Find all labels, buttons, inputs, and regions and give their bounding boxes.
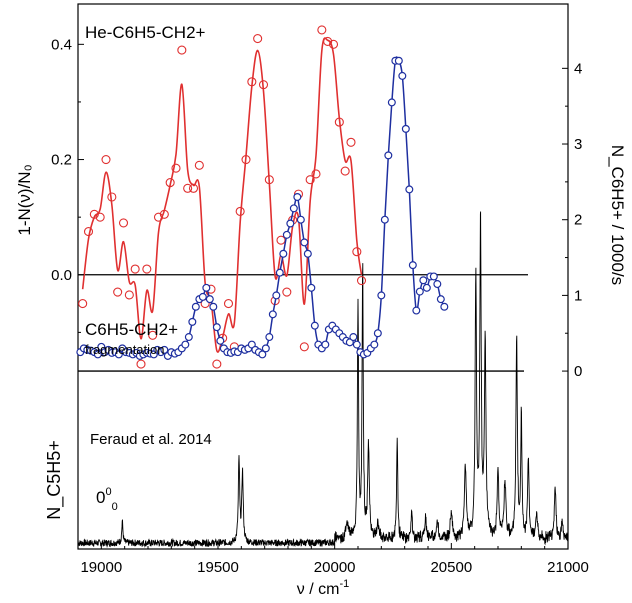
red-data-point <box>225 300 233 308</box>
blue-data-point <box>276 269 283 276</box>
fragment-label: C6H5-CH2+ <box>85 320 178 339</box>
blue-data-point <box>378 292 385 299</box>
right-tick-label: 1 <box>574 287 582 304</box>
x-axis-label: ν / cm-1 <box>297 578 349 598</box>
blue-data-point <box>308 284 315 291</box>
red-data-point <box>341 167 349 175</box>
blue-data-point <box>199 294 206 301</box>
blue-data-point <box>297 216 304 223</box>
blue-data-point <box>423 284 430 291</box>
blue-data-point <box>402 125 409 132</box>
blue-data-point <box>273 292 280 299</box>
red-data-point <box>102 156 110 164</box>
blue-data-point <box>353 341 360 348</box>
blue-data-point <box>206 296 213 303</box>
blue-data-point <box>266 334 273 341</box>
right-tick-label: 0 <box>574 363 582 380</box>
red-data-point <box>195 161 203 169</box>
blue-data-point <box>406 186 413 193</box>
blue-data-point <box>287 220 294 227</box>
blue-data-point <box>280 250 287 257</box>
red-data-point <box>254 35 262 43</box>
x-tick-label: 19000 <box>80 559 122 576</box>
red-data-point <box>300 343 308 351</box>
blue-data-point <box>294 194 301 201</box>
right-tick-label: 3 <box>574 136 582 153</box>
blue-data-point <box>420 277 427 284</box>
blue-data-point <box>430 273 437 280</box>
plot-frame <box>78 4 568 549</box>
right-tick-label: 2 <box>574 212 582 229</box>
red-data-point <box>318 26 326 34</box>
blue-data-point <box>409 262 416 269</box>
blue-data-point <box>381 216 388 223</box>
x-tick-label: 20000 <box>314 559 356 576</box>
blue-data-point <box>385 152 392 159</box>
blue-data-point <box>413 307 420 314</box>
blue-data-point <box>290 205 297 212</box>
blue-data-point <box>441 303 448 310</box>
red-data-point <box>143 265 151 273</box>
blue-data-point <box>437 296 444 303</box>
blue-data-point <box>210 303 217 310</box>
red-data-point <box>347 138 355 146</box>
right-tick-label: 4 <box>574 60 582 77</box>
x-tick-label: 19500 <box>197 559 239 576</box>
left-axis-label: 1-N(ν)/N₀ <box>15 164 34 235</box>
blue-data-point <box>213 324 220 331</box>
blue-data-point <box>416 288 423 295</box>
blue-data-point <box>374 330 381 337</box>
red-data-point <box>137 360 145 368</box>
blue-data-point <box>301 239 308 246</box>
red-data-point <box>213 360 221 368</box>
red-data-point <box>283 288 291 296</box>
blue-data-point <box>283 231 290 238</box>
reference-spectrum-line <box>78 212 568 547</box>
blue-data-point <box>185 334 192 341</box>
blue-data-point <box>217 337 224 344</box>
blue-data-point <box>395 57 402 64</box>
bottom-axis-label: N_C5H5+ <box>44 440 65 520</box>
blue-data-point <box>388 99 395 106</box>
blue-data-point <box>189 318 196 325</box>
red-data-point <box>353 248 361 256</box>
x-tick-label: 21000 <box>547 559 589 576</box>
red-data-point <box>120 219 128 227</box>
left-tick-label: 0.4 <box>51 36 72 53</box>
right-axis-label: N_C6H5+ / 1000/s <box>608 145 627 285</box>
red-data-point <box>114 288 122 296</box>
blue-data-point <box>203 284 210 291</box>
blue-data-point <box>304 250 311 257</box>
left-tick-label: 0.0 <box>51 267 72 284</box>
red-data-point <box>178 46 186 54</box>
left-tick-label: 0.2 <box>51 152 72 169</box>
blue-data-point <box>399 73 406 80</box>
red-data-point <box>358 277 366 285</box>
blue-data-point <box>322 341 329 348</box>
blue-data-point <box>262 345 269 352</box>
fragmentation-label: fragmentation <box>85 342 165 357</box>
x-tick-label: 20500 <box>430 559 472 576</box>
he-complex-label: He-C6H5-CH2+ <box>85 23 206 42</box>
blue-data-point <box>371 341 378 348</box>
origin-band-label: 000 <box>96 486 118 513</box>
red-data-point <box>131 265 139 273</box>
blue-data-point <box>269 311 276 318</box>
blue-data-point <box>350 334 357 341</box>
red-data-point <box>125 291 133 299</box>
blue-data-point <box>311 322 318 329</box>
blue-data-point <box>182 341 189 348</box>
blue-data-point <box>434 281 441 288</box>
red-data-point <box>79 300 87 308</box>
red-fit-line <box>83 38 362 352</box>
reference-label: Feraud et al. 2014 <box>90 431 212 448</box>
blue-data-point <box>192 303 199 310</box>
